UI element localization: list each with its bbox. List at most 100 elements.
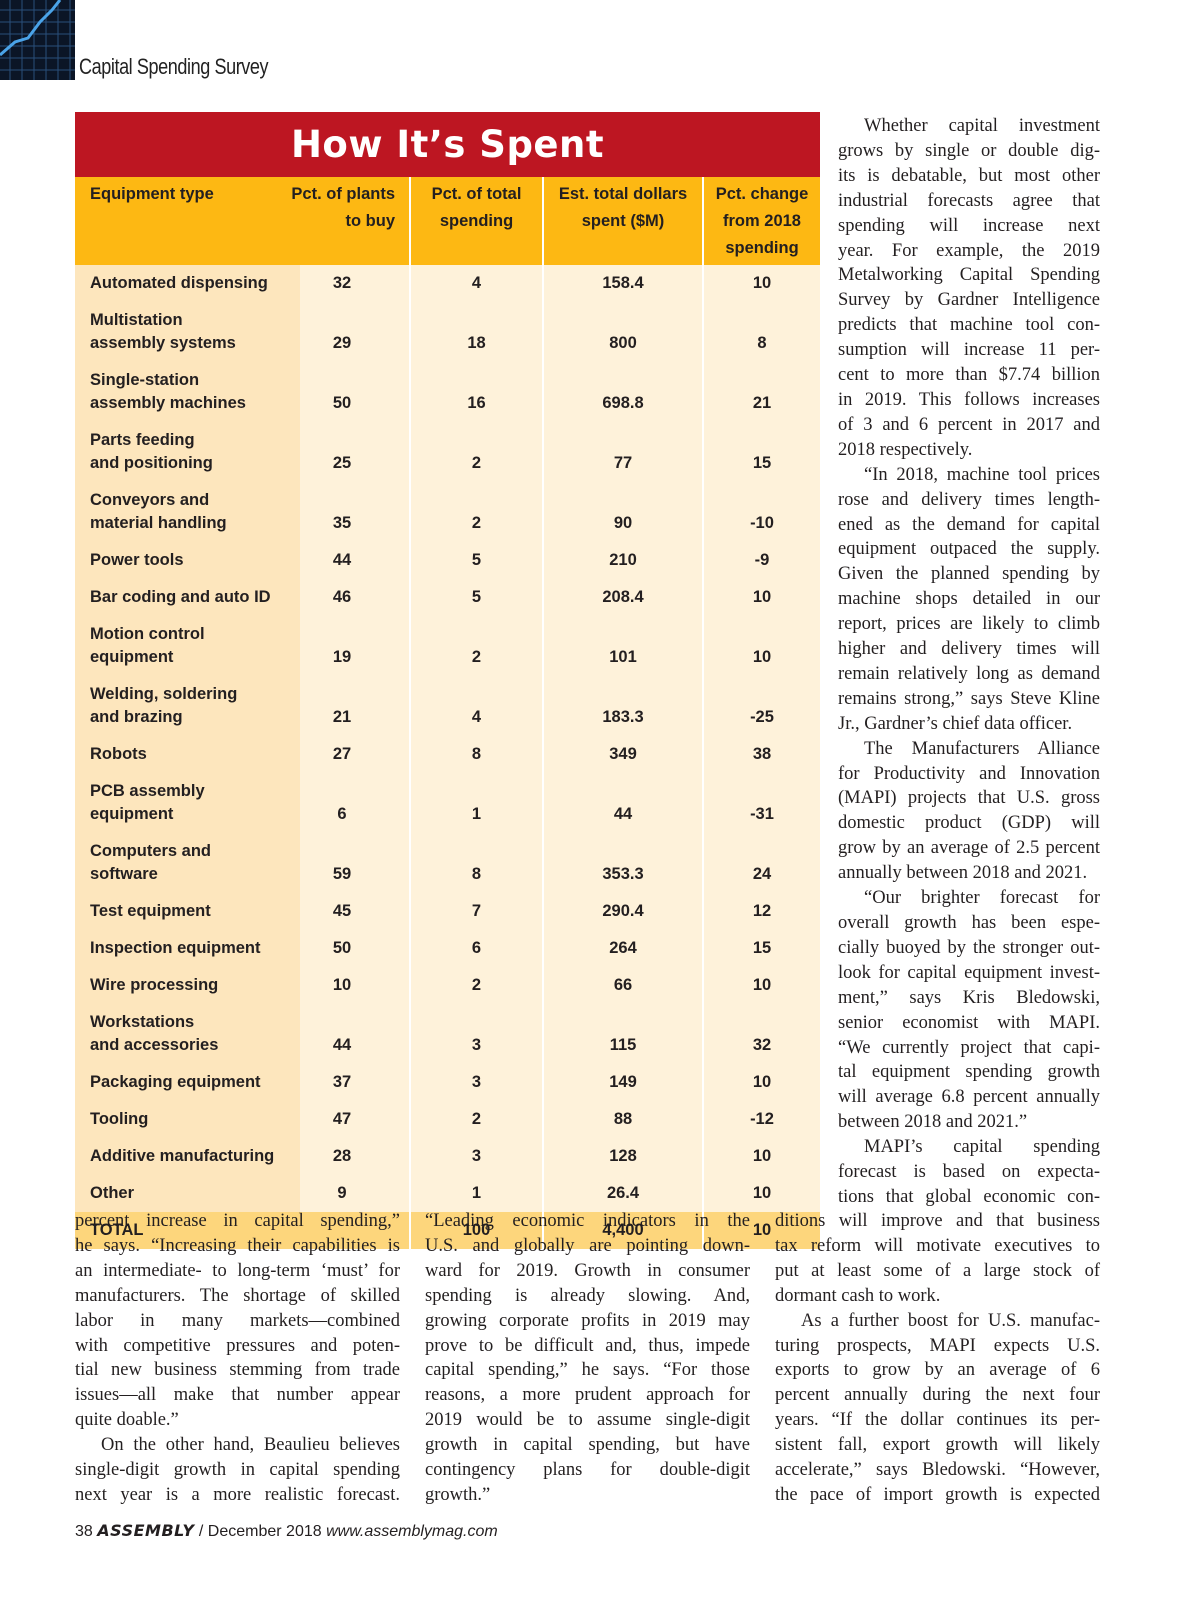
text-line: cent to more than $7.74 billion <box>838 363 1100 388</box>
table-title: How It’s Spent <box>75 112 820 177</box>
cell: 15 <box>702 930 820 967</box>
text-line: will average 6.8 percent annually <box>838 1085 1100 1110</box>
column-header: Equipment type <box>75 177 275 265</box>
line-text: growth in capital spending, but have <box>425 1435 750 1456</box>
text-line: rose and delivery times length- <box>838 488 1100 513</box>
footer: 38 ASSEMBLY / December 2018 www.assembly… <box>75 1521 498 1541</box>
cell: 59 <box>275 833 410 893</box>
text-line: between 2018 and 2021.” <box>838 1110 1100 1135</box>
cell: 32 <box>702 1004 820 1064</box>
line-text: in 2019. This follows increases <box>838 389 1100 410</box>
table-grid: Equipment type Pct. of plants to buy Pct. … <box>75 177 820 1249</box>
cell: 3 <box>409 1064 543 1101</box>
text-line: single-digit growth in capital spending <box>75 1458 400 1483</box>
table-row: Packaging equipment 37 3 149 10 <box>75 1064 820 1101</box>
cell: 264 <box>542 930 703 967</box>
line-text: prove to be difficult and, thus, impede <box>425 1335 750 1356</box>
text-line: remain relatively long as demand <box>838 662 1100 687</box>
line-text: tions that global economic con- <box>838 1186 1100 1207</box>
text-line: look for capital equipment invest- <box>838 961 1100 986</box>
table-row: Parts feeding and positioning 25 2 77 15 <box>75 422 820 482</box>
text-line: dormant cash to work. <box>775 1284 1100 1309</box>
column-header: Pct. change from 2018 spending <box>702 177 820 265</box>
text-line: predicts that machine tool con- <box>838 313 1100 338</box>
line-text: The Manufacturers Alliance <box>864 738 1100 759</box>
line-text: between 2018 and 2021.” <box>838 1112 1028 1133</box>
cell: 45 <box>275 893 410 930</box>
text-line: issues—all make that number appear <box>75 1383 400 1408</box>
text-line: annually between 2018 and 2021. <box>838 861 1100 886</box>
line-text: will average 6.8 percent annually <box>838 1087 1100 1108</box>
text-line: U.S. and globally are pointing down- <box>425 1234 750 1259</box>
text-line: 2019 would be to assume single-digit <box>425 1408 750 1433</box>
cell: 100 <box>409 1212 543 1249</box>
cell: 2 <box>409 616 543 676</box>
cell: 44 <box>542 773 703 833</box>
line-text: growing corporate profits in 2019 may <box>425 1310 750 1331</box>
cell: 29 <box>275 302 410 362</box>
line-text: rose and delivery times length- <box>838 489 1100 510</box>
text-line: contingency plans for double-digit <box>425 1458 750 1483</box>
text-column: ditions will improve and that business ta… <box>775 1209 1100 1508</box>
text-line: grows by single or double dig- <box>838 139 1100 164</box>
line-text: MAPI’s capital spending <box>864 1137 1100 1158</box>
table-row: Wire processing 10 2 66 10 <box>75 967 820 1004</box>
text-line: MAPI’s capital spending <box>838 1135 1100 1160</box>
line-text: forecast is based on expecta- <box>838 1162 1100 1183</box>
line-text: cent to more than $7.74 billion <box>838 365 1100 386</box>
table-row: Test equipment 45 7 290.4 12 <box>75 893 820 930</box>
line-text: he says. “Increasing their capabilities … <box>75 1235 400 1256</box>
line-text: reasons, a more prudent approach for <box>425 1385 750 1406</box>
magazine-name: ASSEMBLY <box>97 1521 195 1540</box>
table-row: Other 9 1 26.4 10 <box>75 1175 820 1212</box>
cell: -31 <box>702 773 820 833</box>
line-text: years. “If the dollar continues its per- <box>775 1410 1100 1431</box>
spending-table: How It’s Spent Equipment type Pct. of pla… <box>75 112 820 1249</box>
line-text: grows by single or double dig- <box>838 140 1100 161</box>
text-line: remains strong,” says Steve Kline <box>838 687 1100 712</box>
line-text: next year is a more realistic forecast. <box>75 1484 400 1505</box>
line-text: ditions will improve and that business <box>775 1211 1100 1231</box>
line-text: growth.” <box>425 1484 491 1505</box>
text-line: “Our brighter forecast for <box>838 886 1100 911</box>
row-label: Robots <box>75 736 275 773</box>
cell: 183.3 <box>542 676 703 736</box>
text-line: Survey by Gardner Intelligence <box>838 288 1100 313</box>
row-label: Inspection equipment <box>75 930 275 967</box>
cell: 24 <box>702 833 820 893</box>
cell: 28 <box>275 1138 410 1175</box>
cell: 2 <box>409 1101 543 1138</box>
cell: 47 <box>275 1101 410 1138</box>
row-label: Workstations and accessories <box>75 1004 275 1064</box>
cell: 35 <box>275 482 410 542</box>
row-label: Single-station assembly machines <box>75 362 275 422</box>
text-line: capital spending,” he says. “For those <box>425 1358 750 1383</box>
line-text: ened as the demand for capital <box>838 514 1100 535</box>
cell: 46 <box>275 579 410 616</box>
table-row: Welding, soldering and brazing 21 4 183.3 -2… <box>75 676 820 736</box>
line-text: Metalworking Capital Spending <box>838 265 1100 286</box>
text-line: growth in capital spending, but have <box>425 1433 750 1458</box>
text-line: higher and delivery times will <box>838 637 1100 662</box>
line-text: year. For example, the 2019 <box>838 240 1100 261</box>
cell: 15 <box>702 422 820 482</box>
line-text: single-digit growth in capital spending <box>75 1460 400 1481</box>
text-line: spending will increase next <box>838 214 1100 239</box>
text-line: grow by an average of 2.5 percent <box>838 836 1100 861</box>
text-line: tions that global economic con- <box>838 1185 1100 1210</box>
table-row: Robots 27 8 349 38 <box>75 736 820 773</box>
cell: 101 <box>542 616 703 676</box>
text-line: tial new business stemming from trade <box>75 1358 400 1383</box>
line-text: overall growth has been espe- <box>838 913 1100 933</box>
row-label: Wire processing <box>75 967 275 1004</box>
line-text: predicts that machine tool con- <box>838 315 1100 336</box>
line-text: put at least some of a large stock of <box>775 1260 1100 1281</box>
cell: 158.4 <box>542 265 703 302</box>
cell: 50 <box>275 930 410 967</box>
cell: 10 <box>702 265 820 302</box>
line-text: the pace of import growth is expected <box>775 1484 1100 1505</box>
cell: 115 <box>542 1004 703 1064</box>
column-header: Est. total dollars spent ($M) <box>542 177 703 265</box>
line-text: equipment outpaced the supply. <box>838 539 1100 560</box>
table-row: Power tools 44 5 210 -9 <box>75 542 820 579</box>
